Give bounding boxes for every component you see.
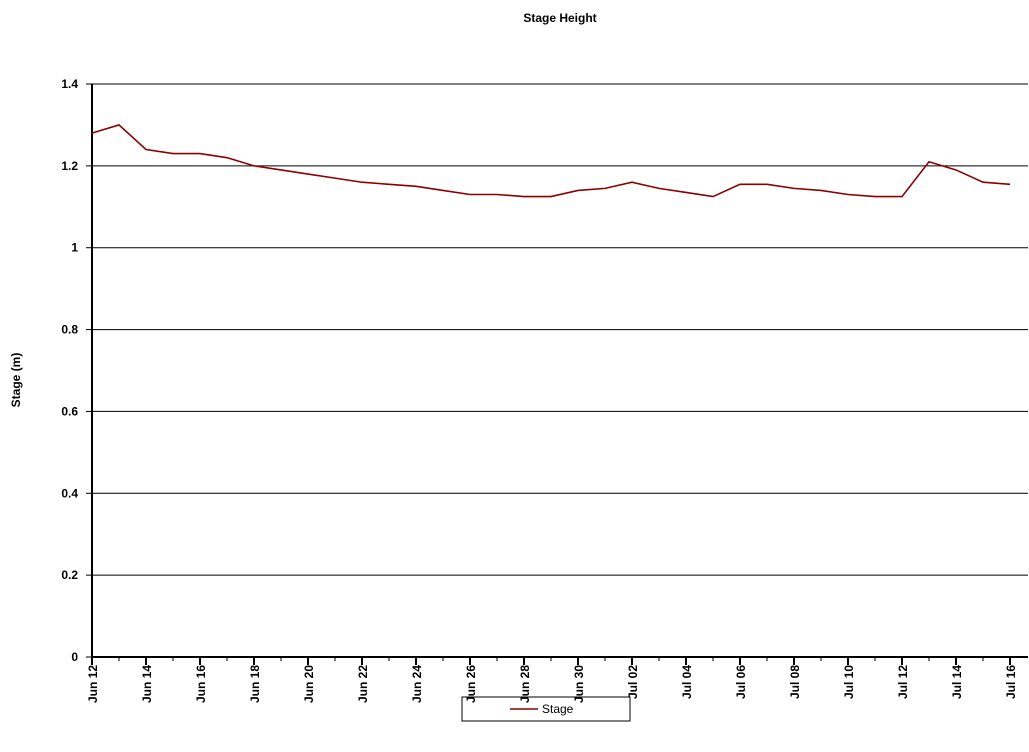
x-tick-label: Jun 24 — [410, 665, 424, 703]
x-tick-label: Jun 16 — [194, 665, 208, 703]
x-tick-label: Jun 14 — [140, 665, 154, 703]
x-tick-label: Jun 18 — [248, 665, 262, 703]
legend — [461, 696, 631, 722]
x-tick-label: Jul 04 — [680, 665, 694, 699]
x-tick-label: Jun 26 — [464, 665, 478, 703]
x-tick-label: Jul 02 — [626, 665, 640, 699]
y-axis-label: Stage (m) — [9, 353, 23, 408]
x-tick-label: Jul 12 — [896, 665, 910, 699]
x-tick-label: Jun 12 — [86, 665, 100, 703]
y-tick-label: 1 — [71, 241, 78, 255]
x-tick-label: Jul 08 — [788, 665, 802, 699]
x-tick-label: Jul 14 — [950, 665, 964, 699]
x-tick-label: Jul 10 — [842, 665, 856, 699]
y-tick-label: 0 — [71, 650, 78, 664]
y-tick-label: 1.2 — [61, 159, 78, 173]
y-tick-label: 0.4 — [61, 486, 78, 500]
y-tick-label: 0.8 — [61, 323, 78, 337]
y-tick-label: 0.2 — [61, 568, 78, 582]
y-tick-label: 0.6 — [61, 404, 78, 418]
x-tick-label: Jul 06 — [734, 665, 748, 699]
x-tick-label: Jun 20 — [302, 665, 316, 703]
x-tick-label: Jun 28 — [518, 665, 532, 703]
line — [91, 124, 1011, 198]
y-tick-label: 1.4 — [61, 77, 78, 91]
legend-label: Stage — [542, 702, 574, 716]
x-tick-label: Jul 16 — [1004, 665, 1018, 699]
x-tick-label: Jun 22 — [356, 665, 370, 703]
x-tick-label: Jun 30 — [572, 665, 586, 703]
chart-title: Stage Height — [523, 11, 596, 25]
